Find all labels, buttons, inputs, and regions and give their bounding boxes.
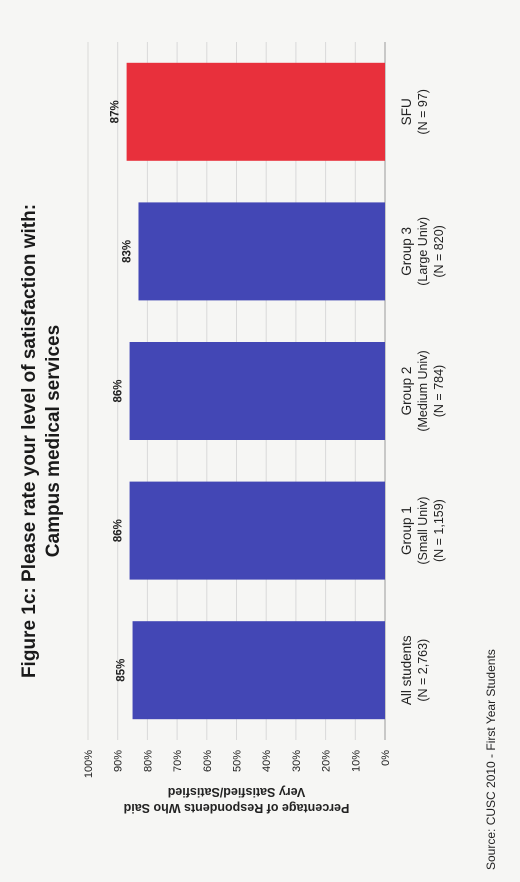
x-category-label: Group 1 (399, 506, 414, 555)
bar-value-label: 87% (110, 100, 122, 123)
y-axis-label-line: Percentage of Respondents Who Said (124, 801, 350, 815)
bar (138, 202, 385, 301)
bar-value-label: 86% (113, 519, 125, 542)
bar (126, 62, 386, 161)
x-category-label: (Small Univ) (416, 497, 430, 565)
x-category-label: (Medium Univ) (416, 350, 430, 431)
bar-value-label: 85% (116, 659, 128, 682)
y-tick-label: 100% (83, 750, 95, 778)
y-tick-label: 10% (350, 750, 362, 772)
bar-value-label: 83% (121, 240, 133, 263)
y-tick-label: 70% (172, 750, 184, 772)
x-category-label: (N = 2,763) (416, 639, 430, 702)
source-note: Source: CUSC 2010 - First Year Students (484, 649, 498, 870)
x-category-label: (N = 1,159) (432, 499, 446, 562)
bar (129, 481, 385, 580)
x-category-label: (N = 784) (432, 365, 446, 417)
x-category-label: SFU (399, 98, 414, 125)
y-tick-label: 60% (202, 750, 214, 772)
y-tick-label: 90% (113, 750, 125, 772)
y-tick-label: 20% (321, 750, 333, 772)
y-axis-label-line: Very Satisfied/Satisfied (168, 785, 306, 799)
x-category-label: Group 3 (399, 227, 414, 276)
y-tick-label: 50% (232, 750, 244, 772)
x-category-label: (N = 97) (416, 89, 430, 135)
x-category-label: (Large Univ) (416, 217, 430, 286)
y-tick-label: 30% (291, 750, 303, 772)
y-tick-label: 40% (261, 750, 273, 772)
bar (132, 621, 385, 720)
bar-value-label: 86% (113, 379, 125, 402)
x-category-label: (N = 820) (432, 225, 446, 277)
x-category-label: Group 2 (399, 367, 414, 416)
x-category-label: All students (399, 635, 414, 705)
y-axis-label: Percentage of Respondents Who Said Very S… (124, 785, 350, 815)
y-tick-label: 0% (380, 750, 392, 766)
y-tick-label: 80% (142, 750, 154, 772)
bar (129, 342, 385, 440)
